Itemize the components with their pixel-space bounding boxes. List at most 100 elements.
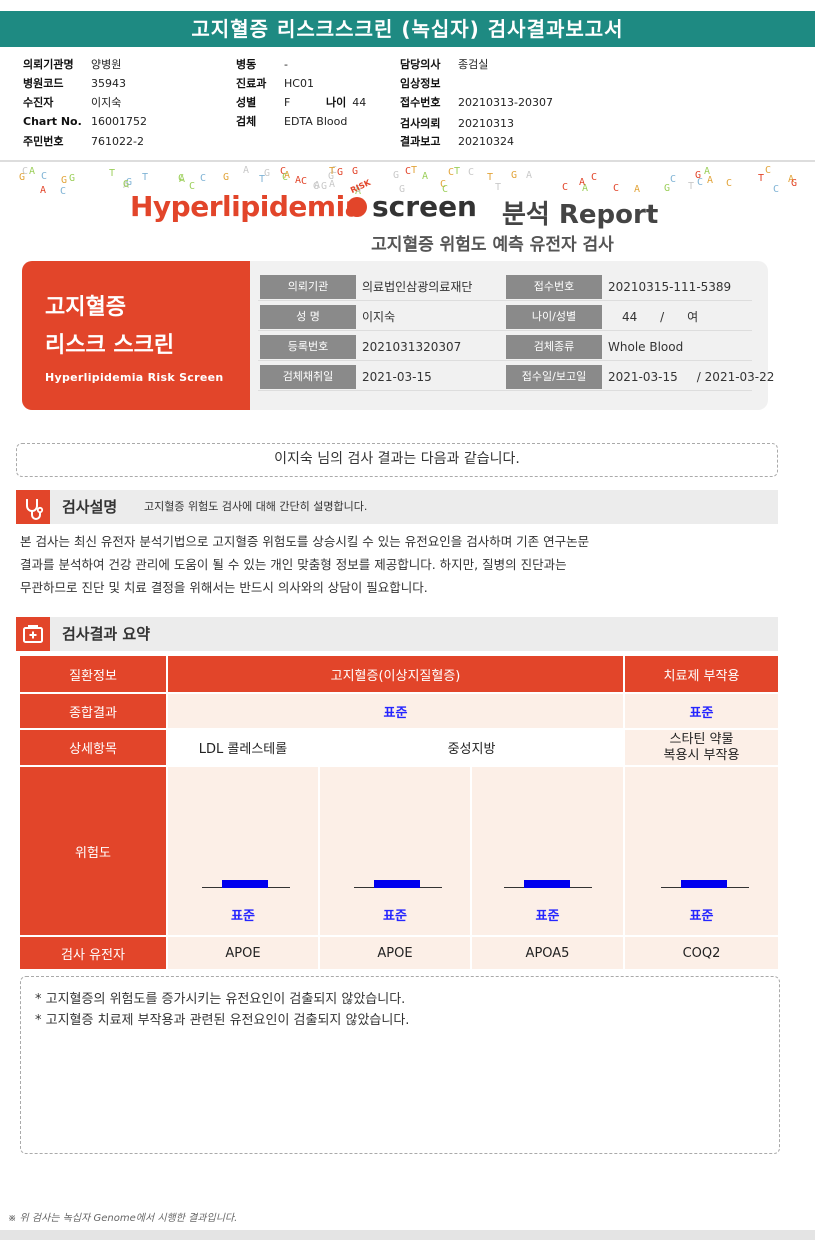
dna-letter: G [337, 167, 344, 178]
hero-label: 검체채취일 [260, 365, 356, 389]
stethoscope-icon [16, 490, 50, 524]
dna-letter: A [123, 180, 130, 191]
risk-label: 표준 [535, 909, 560, 924]
dna-letter: T [454, 166, 461, 177]
meta-receipt-no: 접수번호 20210313-20307 [400, 96, 553, 109]
hero-label: 접수번호 [506, 275, 602, 299]
meta-doctor: 담당의사 종검실 [400, 58, 489, 71]
dna-letter: G [355, 184, 362, 195]
logo-screen-text: screen [372, 190, 477, 223]
hero-label: 접수일/보고일 [506, 365, 602, 389]
risk-level-bar [222, 880, 268, 888]
dna-letter: T [109, 168, 116, 179]
dna-letter: T [259, 174, 266, 185]
dna-letter: T [487, 172, 494, 183]
product-logo: Hyperlipidemia RISK screen 분석 Report [130, 178, 690, 230]
dna-letter: A [314, 180, 321, 191]
meta-clinical-info: 임상정보 [400, 77, 441, 90]
hero-label: 의뢰기관 [260, 275, 356, 299]
dna-letter: A [634, 184, 641, 195]
page-subtitle: 고지혈증 위험도 예측 유전자 검사 [371, 235, 614, 255]
header-disease-main: 고지혈증(이상지질혈증) [168, 656, 623, 692]
hero-label: 검체종류 [506, 335, 602, 359]
detail-ldl: LDL 콜레스테롤 [168, 730, 318, 765]
dna-letter: A [582, 183, 589, 194]
hero-brand-panel: 고지혈증 리스크 스크린 Hyperlipidemia Risk Screen [22, 261, 250, 410]
dna-letter: C [405, 166, 412, 177]
risk-label: 표준 [231, 909, 255, 924]
description-line: 결과를 분석하여 건강 관리에 도움이 될 수 있는 개인 맞춤형 정보를 제공… [20, 557, 567, 572]
dna-letter: C [726, 178, 733, 189]
row-header-risk: 위험도 [20, 767, 166, 935]
risk-cell-tg-apoa5: 표준 [472, 767, 623, 935]
dna-letter: C [670, 174, 677, 185]
greeting-box: 이지숙 님의 검사 결과는 다음과 같습니다. [16, 443, 778, 477]
section-subtitle: 고지혈증 위험도 검사에 대해 간단히 설명합니다. [144, 500, 368, 513]
dna-letter: A [526, 170, 533, 181]
dna-letter: C [60, 186, 67, 195]
hero-label: 나이/성별 [506, 305, 602, 329]
hero-title-line2: 리스크 스크린 [45, 333, 175, 358]
risk-cell-statin: 표준 [625, 767, 778, 935]
overall-main-result: 표준 [168, 694, 623, 728]
risk-level-bar [374, 880, 420, 888]
medical-folder-icon [16, 617, 50, 651]
dna-letter: T [329, 166, 336, 177]
dna-letter: G [791, 178, 798, 189]
report-title: 고지혈증 리스크스크린 (녹십자) 검사결과보고서 [0, 11, 815, 47]
hero-value: 44 / 여 [622, 310, 699, 324]
meta-age: 나이 44 [326, 96, 367, 109]
divider [0, 160, 815, 162]
meta-department: 진료과 HC01 [236, 77, 314, 90]
dna-letter: G [126, 177, 133, 188]
report-label: 분석 Report [502, 200, 659, 230]
hero-value: 이지숙 [362, 310, 396, 324]
gene-cell: APOE [168, 937, 318, 969]
dna-letter: A [329, 179, 336, 190]
dna-letter: C [440, 179, 447, 190]
hero-value: 의료법인삼광의료재단 [362, 280, 473, 294]
dna-letter: A [295, 175, 302, 186]
dna-letter: C [200, 173, 207, 184]
dna-letter: C [773, 184, 780, 195]
dna-letter: G [695, 170, 702, 181]
hero-label: 등록번호 [260, 335, 356, 359]
risk-level-bar [681, 880, 727, 888]
dna-letter: T [142, 172, 149, 183]
note-line: * 고지혈증의 위험도를 증가시키는 유전요인이 검출되지 않았습니다. [35, 992, 406, 1007]
meta-hospital: 의뢰기관명 양병원 [23, 58, 122, 71]
gene-cell: APOA5 [472, 937, 623, 969]
dna-letter: C [189, 181, 196, 192]
dna-letter: A [284, 170, 291, 181]
hero-card: 고지혈증 리스크 스크린 Hyperlipidemia Risk Screen … [22, 261, 774, 410]
dna-letter: C [282, 172, 289, 183]
header-disease-side: 치료제 부작용 [625, 656, 778, 692]
dna-letter: A [579, 177, 586, 188]
dna-letter: A [422, 171, 429, 182]
patient-meta: 의뢰기관명 양병원 병원코드 35943 수진자 이지숙 Chart No. 16001… [0, 56, 815, 158]
risk-level-bar [524, 880, 570, 888]
dna-letter: A [704, 166, 711, 177]
dna-letter: C [562, 182, 569, 193]
dna-letter: C [468, 167, 475, 178]
dna-letter: C [41, 171, 48, 182]
meta-sex: 성별 F [236, 96, 291, 109]
dna-letter: G [19, 172, 26, 183]
dna-letter: T [495, 182, 502, 193]
meta-resident-no: 주민번호 761022-2 [23, 135, 144, 148]
footnote: ※ 위 검사는 녹십자 Genome에서 시행한 결과입니다. [8, 1213, 238, 1224]
overall-side-result: 표준 [625, 694, 778, 728]
hero-value: Whole Blood [608, 340, 684, 354]
row-header-overall: 종합결과 [20, 694, 166, 728]
note-line: * 고지혈증 치료제 부작용과 관련된 유전요인이 검출되지 않았습니다. [35, 1013, 410, 1028]
dna-letter: T [411, 165, 418, 176]
dna-letter: A [179, 174, 186, 185]
dna-letter: C [22, 166, 29, 177]
row-header-disease: 질환정보 [20, 656, 166, 692]
detail-triglyceride: 중성지방 [320, 730, 623, 765]
hero-title-en: Hyperlipidemia Risk Screen [45, 371, 224, 384]
dna-letter: G [61, 175, 68, 186]
description-line: 본 검사는 최신 유전자 분석기법으로 고지혈증 위험도를 상승시킬 수 있는 … [20, 534, 590, 549]
dna-letter: C [178, 173, 185, 184]
hero-row: 검체채취일 2021-03-15 접수일/보고일 2021-03-15 / 20… [258, 365, 774, 391]
